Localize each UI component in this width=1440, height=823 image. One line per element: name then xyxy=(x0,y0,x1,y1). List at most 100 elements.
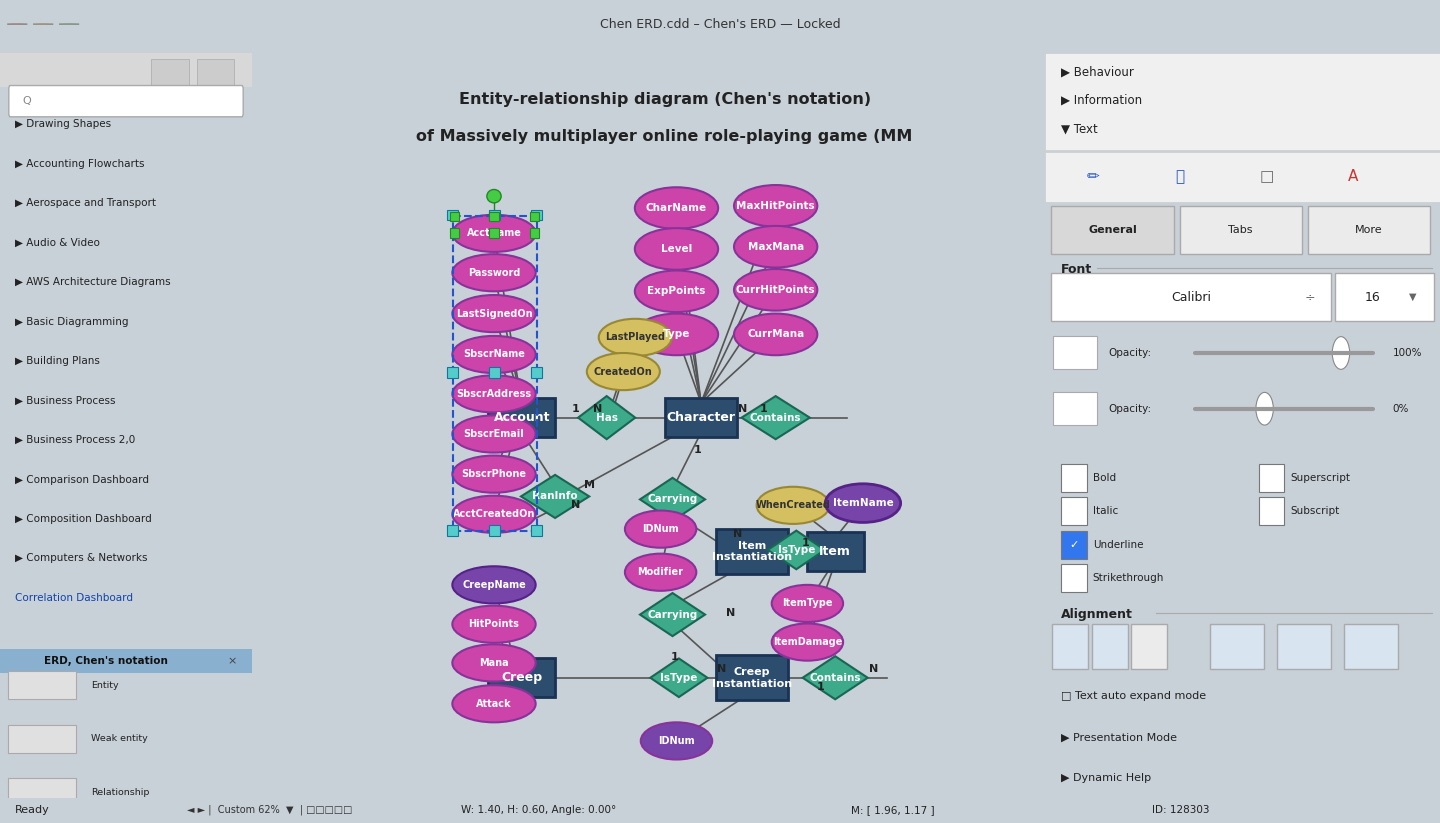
Ellipse shape xyxy=(452,416,536,453)
Ellipse shape xyxy=(452,686,536,723)
Text: Has: Has xyxy=(596,412,618,423)
Text: MaxHitPoints: MaxHitPoints xyxy=(736,201,815,211)
Text: WhenCreated: WhenCreated xyxy=(756,500,831,510)
FancyBboxPatch shape xyxy=(1130,624,1166,669)
Bar xyxy=(1061,463,1087,492)
Text: of Massively multiplayer online role-playing game (MM: of Massively multiplayer online role-pla… xyxy=(416,129,913,144)
Bar xyxy=(448,367,458,378)
Ellipse shape xyxy=(452,606,536,643)
Text: Underline: Underline xyxy=(1093,540,1143,550)
Text: ERD, Chen's notation: ERD, Chen's notation xyxy=(43,656,168,667)
Ellipse shape xyxy=(772,624,842,661)
Bar xyxy=(490,212,498,221)
Text: 1: 1 xyxy=(572,404,579,414)
Bar xyxy=(490,228,498,238)
Ellipse shape xyxy=(452,215,536,252)
Text: ▶ Basic Diagramming: ▶ Basic Diagramming xyxy=(14,317,128,327)
Polygon shape xyxy=(521,475,589,518)
Text: N: N xyxy=(572,500,580,509)
Text: ✏: ✏ xyxy=(1086,170,1099,184)
Text: AcctName: AcctName xyxy=(467,228,521,239)
Polygon shape xyxy=(577,396,635,439)
Text: ItemType: ItemType xyxy=(782,598,832,608)
FancyBboxPatch shape xyxy=(1308,206,1430,254)
Text: 1: 1 xyxy=(671,652,678,662)
Text: Relationship: Relationship xyxy=(91,788,150,797)
Bar xyxy=(1259,463,1284,492)
FancyBboxPatch shape xyxy=(1053,624,1089,669)
Text: Character: Character xyxy=(667,412,736,424)
Text: Opacity:: Opacity: xyxy=(1109,348,1152,358)
Text: 16: 16 xyxy=(1365,291,1381,304)
Text: Chen ERD.cdd – Chen's ERD — Locked: Chen ERD.cdd – Chen's ERD — Locked xyxy=(599,17,841,30)
FancyBboxPatch shape xyxy=(716,529,788,574)
FancyBboxPatch shape xyxy=(1179,206,1302,254)
FancyBboxPatch shape xyxy=(1092,624,1128,669)
Text: ▶ Dynamic Help: ▶ Dynamic Help xyxy=(1061,773,1152,783)
Text: CurrHitPoints: CurrHitPoints xyxy=(736,285,815,295)
Text: CurrMana: CurrMana xyxy=(747,329,805,339)
Text: Mana: Mana xyxy=(480,658,508,668)
Text: IsType: IsType xyxy=(778,545,815,555)
Text: ▶ Computers & Networks: ▶ Computers & Networks xyxy=(14,554,148,564)
Bar xyxy=(7,724,75,753)
Text: Subscript: Subscript xyxy=(1290,506,1339,516)
Ellipse shape xyxy=(599,319,671,356)
Text: Ready: Ready xyxy=(14,805,49,815)
Text: Calibri: Calibri xyxy=(1171,291,1211,304)
Bar xyxy=(0,53,252,87)
Polygon shape xyxy=(639,478,706,521)
Ellipse shape xyxy=(635,314,719,356)
Text: 1: 1 xyxy=(802,537,809,547)
Ellipse shape xyxy=(452,644,536,681)
Text: SbscrName: SbscrName xyxy=(464,350,526,360)
Text: Attack: Attack xyxy=(477,699,511,709)
Circle shape xyxy=(1332,337,1349,370)
Text: ▶ Audio & Video: ▶ Audio & Video xyxy=(14,238,99,248)
Text: Italic: Italic xyxy=(1093,506,1117,516)
Text: ▶ Business Process 2,0: ▶ Business Process 2,0 xyxy=(14,435,135,445)
FancyBboxPatch shape xyxy=(1335,272,1434,321)
Text: N: N xyxy=(737,404,747,414)
Polygon shape xyxy=(768,531,825,570)
Text: Item
Instantiation: Item Instantiation xyxy=(711,541,792,562)
Ellipse shape xyxy=(635,188,719,229)
Text: Creep: Creep xyxy=(501,672,543,684)
Text: Carrying: Carrying xyxy=(648,610,697,620)
Text: ⛓: ⛓ xyxy=(1175,170,1184,184)
Text: AcctCreatedOn: AcctCreatedOn xyxy=(452,509,536,519)
Text: Carrying: Carrying xyxy=(648,495,697,504)
Bar xyxy=(1061,564,1087,593)
Text: 1: 1 xyxy=(760,404,768,414)
FancyBboxPatch shape xyxy=(1277,624,1331,669)
Text: Password: Password xyxy=(468,267,520,277)
Text: Type: Type xyxy=(662,329,690,339)
Circle shape xyxy=(1256,393,1273,425)
Bar xyxy=(151,58,189,85)
Text: □: □ xyxy=(1259,170,1273,184)
Ellipse shape xyxy=(452,295,536,332)
Text: ▶ Building Plans: ▶ Building Plans xyxy=(14,356,99,366)
Ellipse shape xyxy=(452,566,536,603)
Text: N: N xyxy=(868,664,878,674)
Bar xyxy=(531,525,543,536)
Text: Opacity:: Opacity: xyxy=(1109,404,1152,414)
Ellipse shape xyxy=(734,226,818,267)
Text: Contains: Contains xyxy=(750,412,802,423)
Text: More: More xyxy=(1355,226,1382,235)
Text: Weak entity: Weak entity xyxy=(91,734,147,743)
Text: Strikethrough: Strikethrough xyxy=(1093,573,1164,584)
Text: ▶ Behaviour: ▶ Behaviour xyxy=(1061,66,1135,78)
Bar xyxy=(448,525,458,536)
Text: SbscrPhone: SbscrPhone xyxy=(461,469,527,479)
Bar xyxy=(1045,151,1440,202)
Text: ▼ Text: ▼ Text xyxy=(1061,122,1097,135)
Text: ▶ Presentation Mode: ▶ Presentation Mode xyxy=(1061,732,1178,742)
Text: CharName: CharName xyxy=(647,203,707,213)
Text: IDNum: IDNum xyxy=(642,524,678,534)
Bar xyxy=(449,212,459,221)
Ellipse shape xyxy=(734,185,818,226)
Text: ▶ AWS Architecture Diagrams: ▶ AWS Architecture Diagrams xyxy=(14,277,171,287)
Text: ✓: ✓ xyxy=(1068,540,1079,550)
Ellipse shape xyxy=(756,486,829,524)
